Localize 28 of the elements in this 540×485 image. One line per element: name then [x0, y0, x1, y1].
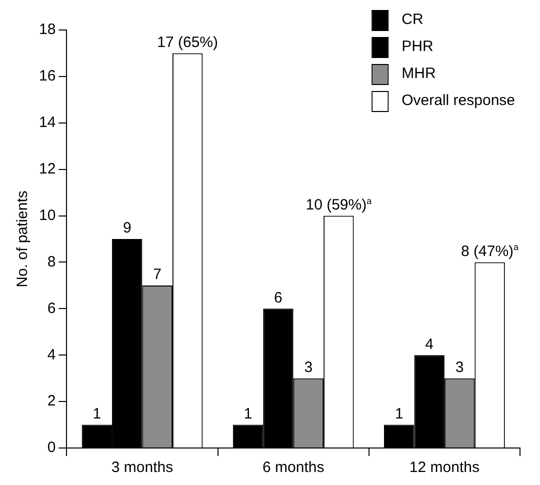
data-label: 17 (65%) [157, 34, 218, 51]
x-tick-label: 6 months [262, 459, 324, 476]
legend-label: CR [402, 11, 424, 28]
data-label: 1 [394, 405, 404, 422]
data-label: 1 [92, 405, 102, 422]
y-tick-label: 8 [47, 253, 56, 270]
y-tick-label: 4 [47, 346, 56, 364]
y-tick-label: 0 [47, 439, 56, 456]
y-tick-label: 16 [38, 68, 56, 85]
y-tick-label: 6 [47, 300, 56, 317]
data-label: 3 [304, 358, 313, 376]
data-label: 4 [425, 336, 434, 353]
y-tick-label: 10 [38, 206, 56, 224]
y-axis-title: No. of patients [14, 190, 32, 288]
legend-label: PHR [402, 38, 434, 56]
y-tick-label: 18 [38, 21, 56, 38]
x-tick-label: 3 months [111, 459, 174, 476]
data-label: 6 [274, 289, 282, 306]
data-label: 3 [455, 358, 464, 376]
legend-label: MHR [402, 65, 436, 82]
legend-label: Overall response [402, 92, 516, 110]
y-tick-label: 12 [38, 160, 56, 178]
y-tick-label: 14 [38, 114, 56, 132]
data-label: 9 [122, 220, 132, 237]
data-label: 7 [153, 266, 162, 284]
data-label: 1 [244, 405, 252, 422]
y-tick-label: 2 [47, 392, 56, 410]
x-tick-label: 12 months [409, 459, 480, 476]
